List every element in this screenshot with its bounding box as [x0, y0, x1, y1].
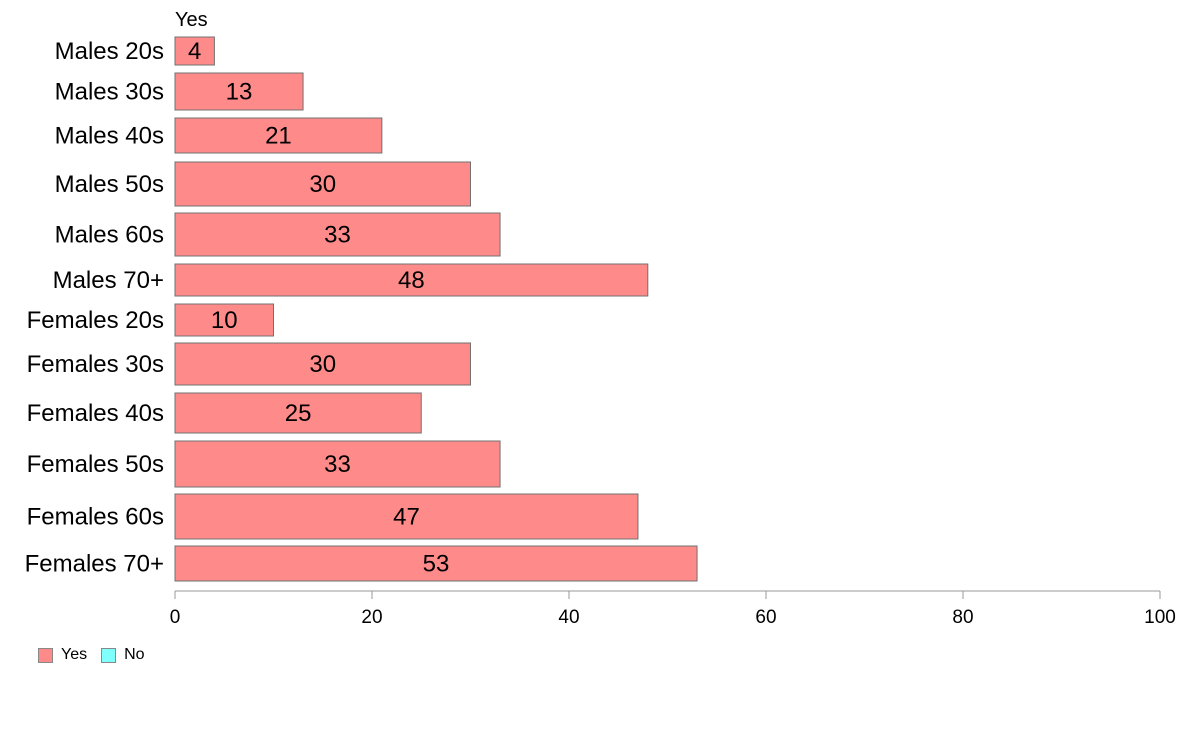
- value-label: 53: [423, 551, 450, 578]
- value-label: 33: [324, 451, 351, 478]
- category-label: Males 30s: [55, 79, 164, 106]
- legend-item-yes[interactable]: Yes: [38, 646, 87, 664]
- x-tick-label: 40: [558, 607, 579, 628]
- bar-males-20s: [174, 36, 215, 66]
- value-label: 30: [309, 171, 336, 198]
- value-label: 25: [285, 400, 312, 427]
- bar-females-40s: [174, 392, 422, 434]
- category-label: Males 70+: [53, 267, 164, 294]
- x-tick-label: 20: [361, 607, 382, 628]
- bar-females-50s: [174, 440, 501, 488]
- bar-females-20s: [174, 303, 274, 337]
- category-label: Females 20s: [27, 307, 164, 334]
- value-label: 48: [398, 267, 425, 294]
- category-label: Males 50s: [55, 171, 164, 198]
- category-label: Females 70+: [25, 551, 164, 578]
- value-label: 21: [265, 123, 292, 150]
- bar-males-70-: [174, 263, 649, 297]
- category-label: Females 60s: [27, 504, 164, 531]
- x-tick-label: 0: [170, 607, 181, 628]
- category-label: Females 40s: [27, 400, 164, 427]
- value-label: 33: [324, 222, 351, 249]
- value-label: 30: [309, 351, 336, 378]
- x-tick-label: 60: [755, 607, 776, 628]
- bar-males-60s: [174, 212, 501, 257]
- legend-swatch-yes: [38, 647, 53, 663]
- value-label: 4: [188, 38, 201, 65]
- legend: Yes No: [38, 646, 145, 664]
- bar-males-30s: [174, 72, 304, 111]
- bar-males-50s: [174, 161, 471, 207]
- category-label: Males 60s: [55, 222, 164, 249]
- legend-swatch-no: [101, 647, 117, 663]
- bars-group: Males 20s 4 Males 30s 13 Males 40s 21 Males 50…: [25, 36, 698, 582]
- x-tick-label: 80: [952, 607, 973, 628]
- value-label: 47: [393, 504, 420, 531]
- bar-females-70-: [174, 545, 698, 582]
- bar-females-60s: [174, 493, 639, 540]
- value-label: 10: [211, 307, 238, 334]
- legend-label-no: No: [124, 646, 145, 663]
- category-label: Females 50s: [27, 451, 164, 478]
- panel-title: Yes: [175, 9, 208, 31]
- category-label: Males 40s: [55, 123, 164, 150]
- legend-item-no[interactable]: No: [101, 646, 145, 664]
- x-tick-label: 100: [1144, 607, 1176, 628]
- x-axis: 0 20 40 60 80 100: [170, 590, 1176, 628]
- bar-females-30s: [174, 342, 471, 386]
- category-label: Females 30s: [27, 351, 164, 378]
- category-label: Males 20s: [55, 38, 164, 65]
- value-label: 13: [226, 79, 253, 106]
- legend-label-yes: Yes: [61, 646, 88, 663]
- bar-males-40s: [174, 117, 383, 154]
